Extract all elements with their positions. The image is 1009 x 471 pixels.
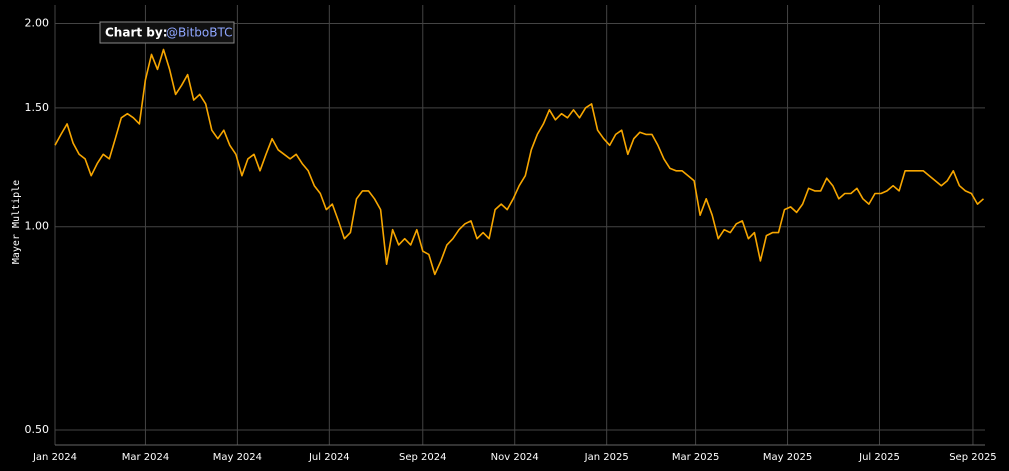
annotation-box [99, 21, 235, 44]
x-tick-label: Jul 2025 [858, 452, 900, 463]
y-tick-label: 1.50 [25, 101, 50, 114]
x-tick-label: Nov 2024 [491, 452, 539, 463]
annotation: Chart by: @BitboBTC [99, 21, 235, 44]
x-tick-label: May 2024 [213, 452, 262, 463]
data-line [54, 48, 985, 276]
annotation-prefix: Chart by: [105, 26, 168, 40]
x-tick-label: Jan 2024 [32, 452, 77, 463]
x-tick-label: Jul 2024 [308, 452, 350, 463]
x-tick-label: Mar 2024 [122, 452, 170, 463]
y-axis-label: Mayer Multiple [11, 180, 22, 264]
y-tick-label: 1.00 [25, 220, 50, 233]
x-tick-label: Sep 2024 [399, 452, 446, 463]
x-tick-label: Sep 2025 [949, 452, 996, 463]
x-tick-label: Mar 2025 [672, 452, 720, 463]
x-tick-label: May 2025 [763, 452, 812, 463]
annotation-handle[interactable]: @BitboBTC [166, 26, 232, 40]
y-tick-label: 0.50 [25, 423, 50, 436]
y-tick-label: 2.00 [25, 16, 50, 29]
x-tick-label: Jan 2025 [584, 452, 629, 463]
